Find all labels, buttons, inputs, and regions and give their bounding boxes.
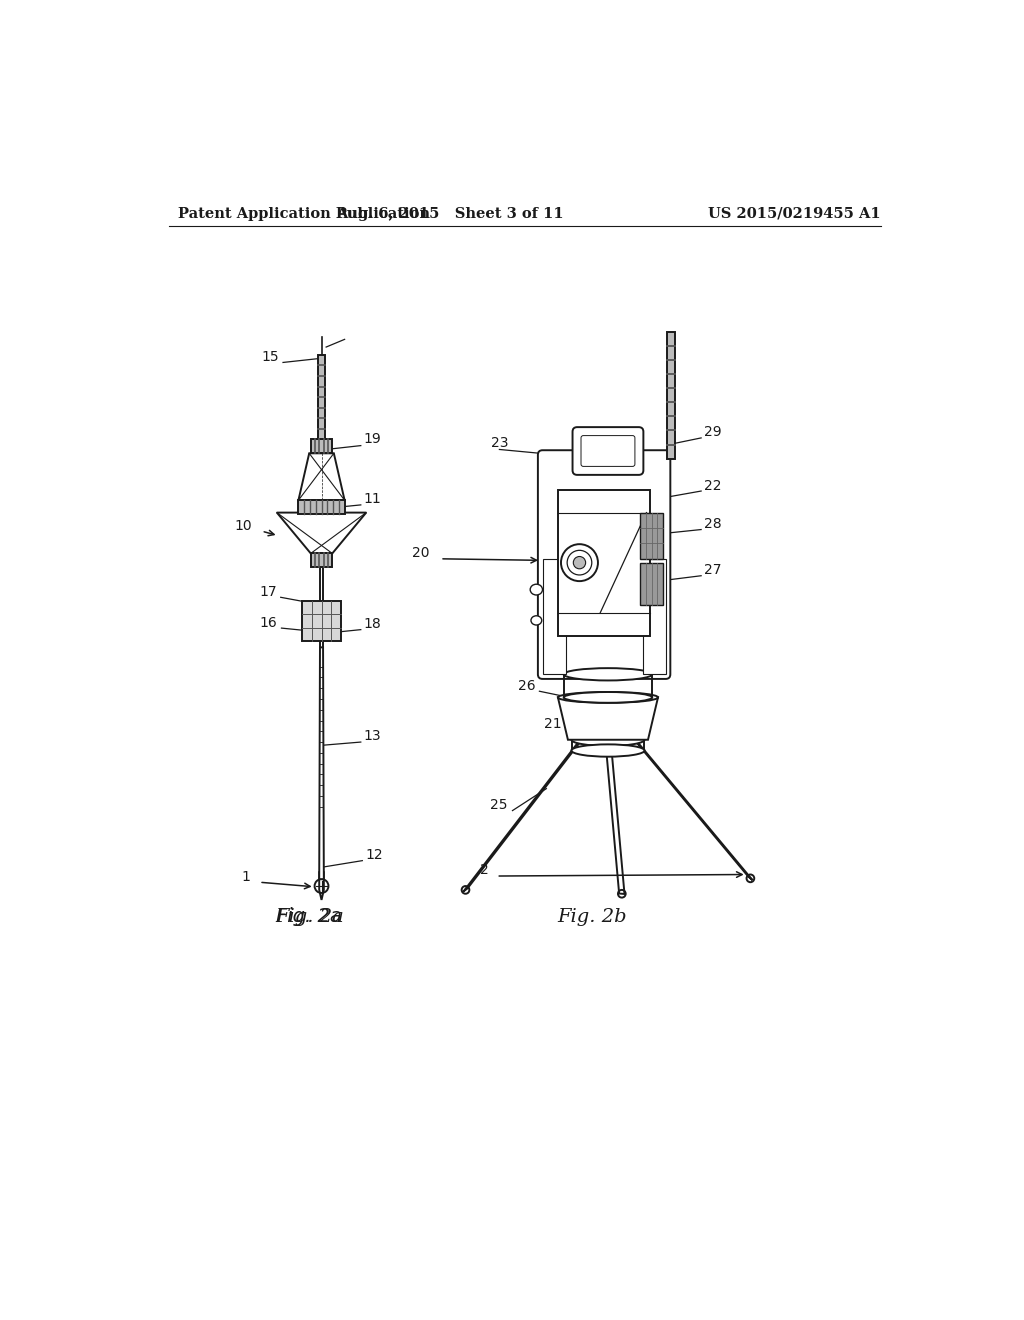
Bar	[310, 553, 333, 566]
Bar	[318, 355, 326, 440]
Polygon shape	[605, 739, 625, 894]
Bar	[640, 562, 664, 605]
Text: 20: 20	[412, 546, 429, 560]
Text: 17: 17	[259, 585, 276, 599]
Text: Aug. 6, 2015   Sheet 3 of 11: Aug. 6, 2015 Sheet 3 of 11	[336, 207, 564, 220]
Text: 22: 22	[705, 479, 722, 492]
Ellipse shape	[563, 692, 652, 702]
Bar	[543, 558, 565, 675]
Polygon shape	[319, 647, 324, 879]
Polygon shape	[464, 738, 583, 891]
Text: Patent Application Publication: Patent Application Publication	[178, 207, 430, 220]
Ellipse shape	[531, 615, 542, 626]
Text: 27: 27	[705, 564, 722, 577]
Bar	[643, 558, 666, 675]
Bar	[302, 601, 341, 642]
Text: 12: 12	[366, 849, 383, 862]
Ellipse shape	[563, 668, 652, 681]
FancyBboxPatch shape	[572, 428, 643, 475]
Circle shape	[573, 557, 586, 569]
Text: 19: 19	[364, 433, 382, 446]
Text: US 2015/0219455 A1: US 2015/0219455 A1	[708, 207, 881, 220]
Text: 2: 2	[480, 863, 488, 878]
Ellipse shape	[530, 585, 543, 595]
Text: 29: 29	[705, 425, 722, 438]
Polygon shape	[319, 873, 324, 900]
FancyBboxPatch shape	[581, 436, 635, 466]
Text: 24: 24	[547, 531, 564, 545]
Text: 23: 23	[490, 436, 509, 450]
Text: 25: 25	[490, 799, 508, 812]
Bar	[558, 490, 650, 636]
Bar	[298, 500, 345, 515]
Text: Fig. 2a: Fig. 2a	[274, 908, 344, 925]
Text: 10: 10	[234, 519, 252, 532]
Text: 26: 26	[518, 678, 536, 693]
Ellipse shape	[558, 692, 658, 702]
Text: 18: 18	[364, 618, 382, 631]
Polygon shape	[276, 512, 367, 553]
FancyBboxPatch shape	[538, 450, 671, 678]
Text: 11: 11	[364, 491, 382, 506]
Ellipse shape	[571, 744, 644, 756]
Polygon shape	[633, 738, 753, 880]
Bar	[640, 512, 664, 558]
Circle shape	[567, 550, 592, 576]
Text: Fig. 2a: Fig. 2a	[276, 907, 342, 927]
Text: Fig. 2b: Fig. 2b	[558, 908, 628, 925]
Circle shape	[561, 544, 598, 581]
Ellipse shape	[571, 734, 644, 746]
Text: 28: 28	[705, 517, 722, 531]
Bar	[668, 331, 675, 459]
Text: 21: 21	[544, 717, 562, 731]
Text: 13: 13	[364, 729, 382, 743]
Text: 1: 1	[241, 870, 250, 883]
Text: 15: 15	[261, 350, 280, 364]
Polygon shape	[558, 697, 658, 739]
Bar	[310, 440, 333, 453]
Text: 16: 16	[259, 615, 276, 630]
Polygon shape	[298, 453, 345, 500]
